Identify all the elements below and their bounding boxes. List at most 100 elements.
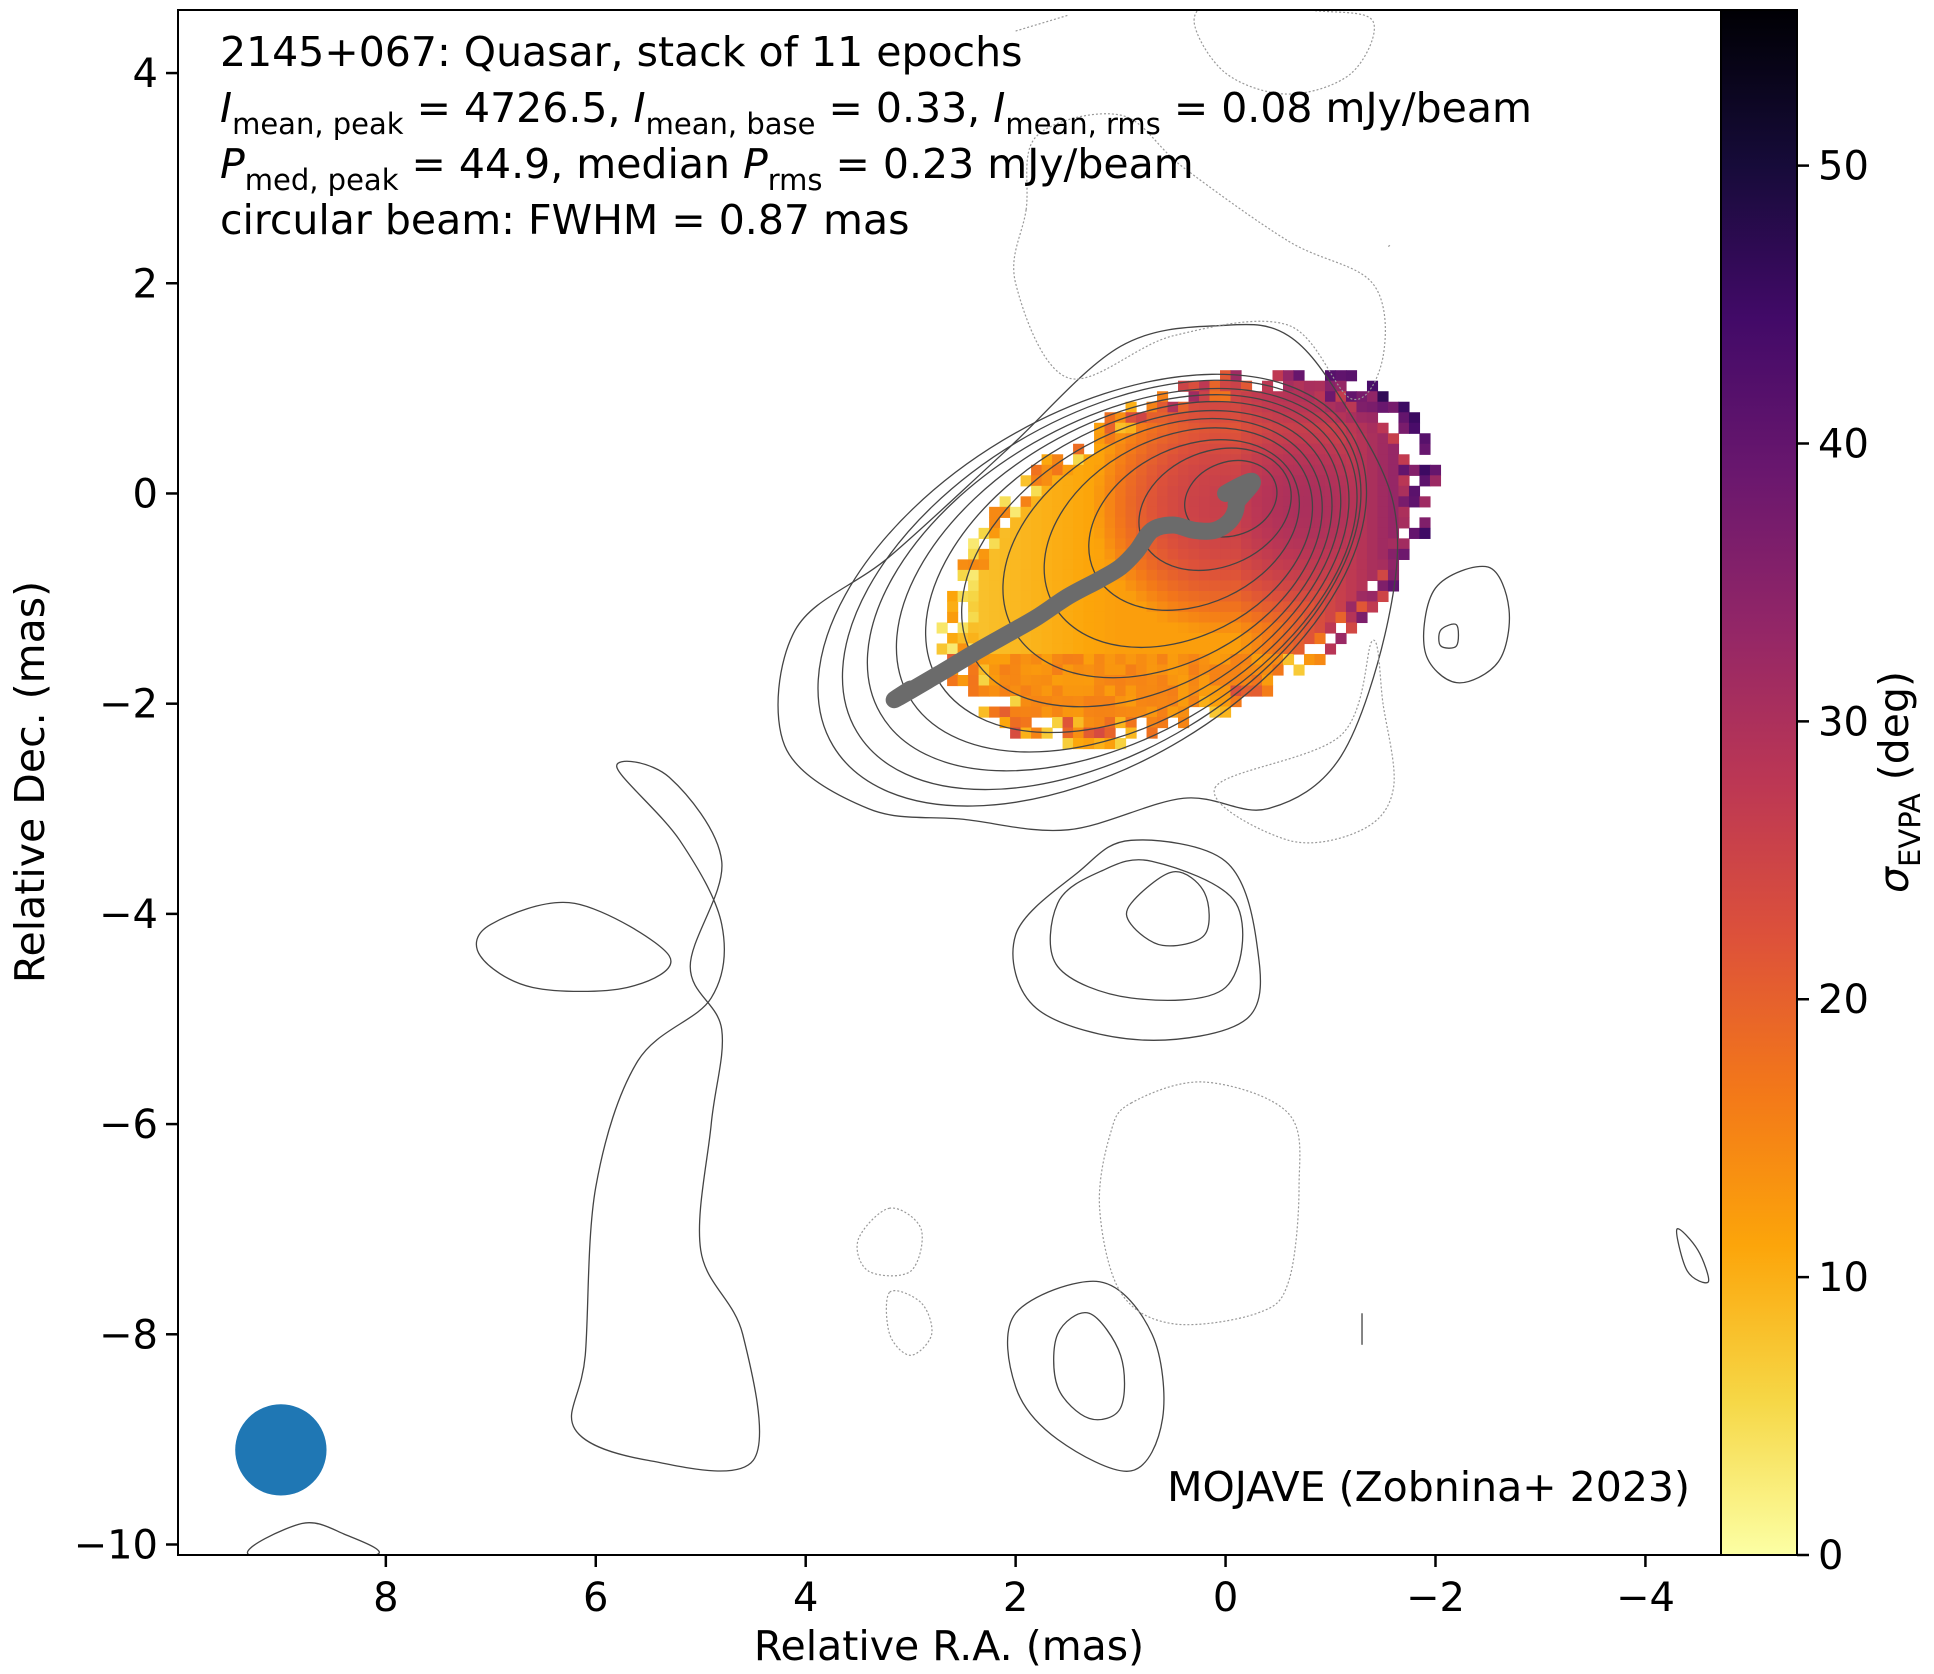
evpa-pixel bbox=[1314, 527, 1326, 539]
evpa-pixel bbox=[1366, 475, 1379, 487]
evpa-pixel bbox=[1052, 685, 1064, 697]
evpa-pixel bbox=[1314, 485, 1326, 497]
evpa-pixel bbox=[1073, 454, 1085, 466]
evpa-pixel bbox=[1324, 370, 1337, 382]
evpa-pixel bbox=[1062, 527, 1074, 539]
evpa-pixel bbox=[1041, 622, 1053, 634]
evpa-pixel bbox=[1220, 632, 1232, 645]
evpa-pixel bbox=[1261, 601, 1274, 613]
evpa-pixel bbox=[1230, 391, 1242, 403]
evpa-pixel bbox=[1387, 580, 1400, 592]
evpa-pixel bbox=[999, 706, 1011, 718]
evpa-pixel bbox=[1020, 569, 1032, 582]
evpa-pixel bbox=[1366, 454, 1379, 466]
evpa-pixel bbox=[1157, 506, 1169, 518]
evpa-pixel bbox=[1209, 632, 1221, 645]
evpa-pixel bbox=[1241, 632, 1253, 645]
evpa-pixel bbox=[1220, 475, 1232, 487]
evpa-pixel bbox=[1041, 506, 1053, 518]
evpa-pixel bbox=[1136, 643, 1148, 655]
evpa-pixel bbox=[1314, 590, 1326, 603]
evpa-pixel bbox=[1230, 538, 1242, 550]
evpa-pixel bbox=[1209, 454, 1221, 466]
evpa-pixel bbox=[1303, 580, 1316, 592]
evpa-pixel bbox=[1282, 370, 1295, 382]
contour-dotted bbox=[1013, 113, 1386, 401]
evpa-pixel bbox=[1136, 580, 1148, 592]
evpa-pixel bbox=[1167, 443, 1179, 455]
evpa-pixel bbox=[1094, 496, 1106, 508]
evpa-pixel bbox=[1157, 496, 1169, 508]
evpa-pixel bbox=[1146, 632, 1158, 645]
colorbar-label: σEVPA (deg) bbox=[1870, 671, 1927, 893]
evpa-pixel bbox=[1083, 738, 1095, 750]
evpa-pixel bbox=[1199, 664, 1211, 676]
evpa-pixel bbox=[1188, 559, 1200, 571]
evpa-pixel bbox=[1209, 653, 1221, 666]
evpa-pixel bbox=[1031, 475, 1043, 487]
contour-loop bbox=[1423, 565, 1511, 684]
evpa-pixel bbox=[1241, 653, 1253, 666]
evpa-pixel bbox=[1408, 485, 1421, 497]
evpa-pixel bbox=[1115, 601, 1127, 613]
evpa-pixel bbox=[1251, 685, 1263, 697]
evpa-pixel bbox=[1377, 433, 1389, 445]
evpa-pixel bbox=[1199, 569, 1211, 582]
evpa-pixel bbox=[1136, 674, 1148, 687]
evpa-pixel bbox=[978, 674, 990, 687]
evpa-pixel bbox=[1115, 527, 1127, 539]
evpa-pixel bbox=[1146, 485, 1158, 497]
evpa-pixel bbox=[1031, 643, 1043, 655]
evpa-pixel bbox=[1345, 464, 1358, 476]
evpa-pixel bbox=[1136, 496, 1148, 508]
evpa-pixel bbox=[1104, 632, 1116, 645]
evpa-pixel bbox=[1314, 496, 1326, 508]
evpa-pixel bbox=[1314, 517, 1326, 529]
evpa-pixel bbox=[1125, 569, 1137, 582]
evpa-pixel bbox=[1041, 664, 1053, 676]
evpa-pixel bbox=[1282, 538, 1295, 550]
evpa-pixel bbox=[1104, 706, 1116, 718]
evpa-pixel bbox=[1073, 643, 1085, 655]
evpa-pixel bbox=[1230, 380, 1242, 392]
evpa-pixel bbox=[947, 674, 959, 687]
evpa-pixel bbox=[1020, 475, 1032, 487]
evpa-pixel bbox=[1146, 464, 1158, 476]
evpa-pixel bbox=[1220, 601, 1232, 613]
evpa-pixel bbox=[1010, 674, 1022, 687]
evpa-pixel bbox=[968, 559, 980, 571]
evpa-pixel bbox=[1115, 685, 1127, 697]
evpa-pixel bbox=[1272, 590, 1284, 603]
evpa-pixel bbox=[1387, 527, 1400, 539]
evpa-pixel bbox=[1282, 569, 1295, 582]
evpa-pixel bbox=[1408, 422, 1421, 434]
evpa-pixel bbox=[1293, 559, 1305, 571]
evpa-pixel bbox=[1387, 401, 1400, 413]
evpa-pixel bbox=[1293, 632, 1305, 645]
evpa-pixel bbox=[1104, 422, 1116, 434]
evpa-pixel bbox=[1083, 559, 1095, 571]
evpa-pixel bbox=[1209, 548, 1221, 560]
evpa-pixel bbox=[1272, 464, 1284, 476]
evpa-pixel bbox=[1209, 538, 1221, 550]
evpa-pixel bbox=[1272, 559, 1284, 571]
evpa-pixel bbox=[1303, 632, 1316, 645]
evpa-pixel bbox=[1241, 506, 1253, 518]
evpa-pixel bbox=[1010, 696, 1022, 708]
evpa-pixel bbox=[1366, 538, 1379, 550]
evpa-pixel bbox=[1073, 475, 1085, 487]
evpa-pixel bbox=[1251, 506, 1263, 518]
evpa-pixel bbox=[1220, 380, 1232, 392]
evpa-pixel bbox=[1335, 517, 1347, 529]
evpa-pixel bbox=[1335, 485, 1347, 497]
evpa-pixel bbox=[1282, 622, 1295, 634]
colorbar-tick-label: 0 bbox=[1818, 1533, 1843, 1579]
evpa-pixel bbox=[1083, 506, 1095, 518]
evpa-pixel bbox=[1293, 412, 1305, 424]
evpa-pixel bbox=[1387, 517, 1400, 529]
evpa-pixel bbox=[1241, 664, 1253, 676]
evpa-pixel bbox=[1146, 601, 1158, 613]
evpa-pixel bbox=[1293, 517, 1305, 529]
evpa-pixel bbox=[957, 559, 969, 571]
evpa-pixel bbox=[1062, 738, 1074, 750]
